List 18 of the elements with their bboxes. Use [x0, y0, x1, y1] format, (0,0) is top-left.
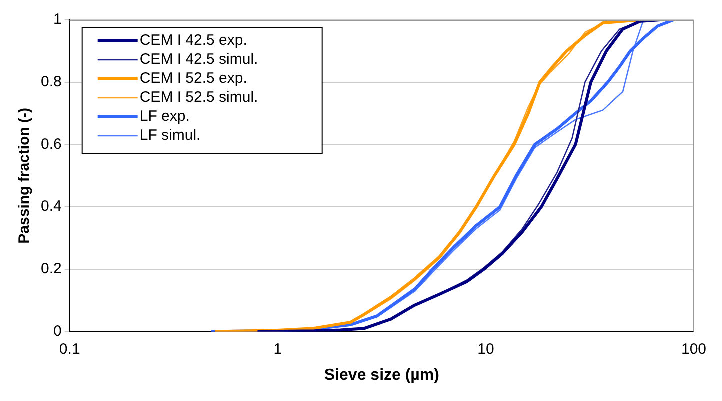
x-tick-label: 1 — [274, 340, 282, 358]
legend-label: LF simul. — [140, 127, 201, 144]
y-tick-label: 0.6 — [40, 136, 62, 153]
legend-label: CEM I 52.5 simul. — [140, 89, 258, 106]
legend-label: CEM I 42.5 simul. — [140, 51, 258, 68]
y-tick-label: 0.2 — [40, 260, 62, 278]
x-tick-label: 0.1 — [59, 340, 80, 358]
legend-label: CEM I 52.5 exp. — [140, 70, 248, 88]
y-tick-label: 0 — [54, 322, 62, 340]
y-tick-label: 0.4 — [40, 198, 62, 216]
x-tick-label: 10 — [478, 340, 494, 358]
y-tick-label: 1 — [54, 11, 62, 28]
y-axis-title: Passing fraction (-) — [16, 108, 34, 244]
legend-label: CEM I 42.5 exp. — [140, 32, 248, 50]
x-tick-label: 100 — [681, 340, 707, 358]
y-tick-label: 0.8 — [40, 74, 62, 90]
legend-label: LF exp. — [140, 108, 190, 126]
x-axis-title: Sieve size (µm) — [324, 366, 440, 384]
